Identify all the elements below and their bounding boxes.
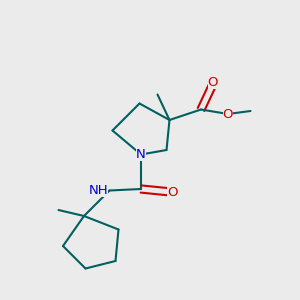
Text: O: O — [208, 76, 218, 89]
Text: O: O — [167, 185, 178, 199]
Text: O: O — [223, 107, 233, 121]
Text: NH: NH — [88, 184, 108, 197]
Text: N: N — [136, 148, 146, 161]
